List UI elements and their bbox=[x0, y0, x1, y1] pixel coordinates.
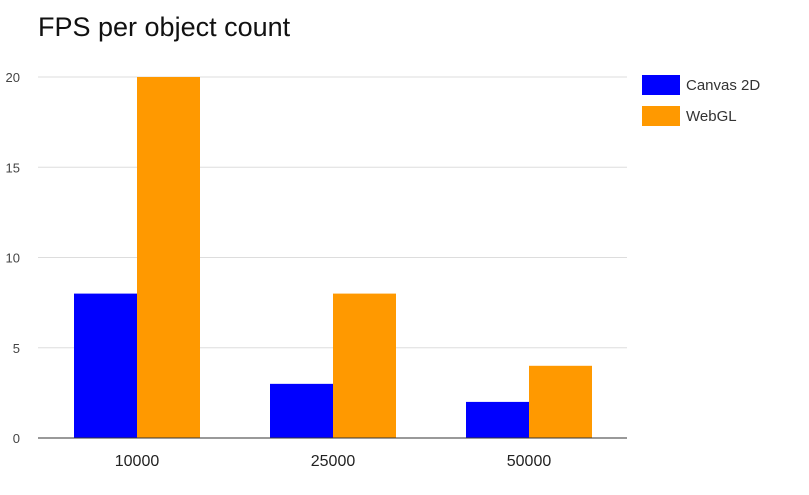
legend-label: WebGL bbox=[686, 108, 737, 125]
y-tick-label: 15 bbox=[6, 160, 20, 175]
y-tick-label: 10 bbox=[6, 251, 20, 266]
y-tick-label: 0 bbox=[13, 431, 20, 446]
legend-label: Canvas 2D bbox=[686, 77, 760, 94]
legend-swatch bbox=[642, 75, 680, 95]
x-tick-label: 25000 bbox=[311, 453, 356, 470]
x-axis-ticks: 10000 25000 50000 bbox=[115, 453, 552, 470]
x-tick-label: 50000 bbox=[507, 453, 552, 470]
bar-webgl-10000 bbox=[137, 77, 200, 438]
legend: Canvas 2D WebGL bbox=[642, 75, 760, 126]
legend-swatch bbox=[642, 106, 680, 126]
bar-canvas-2d-25000 bbox=[270, 383, 333, 438]
bar-canvas-2d-50000 bbox=[466, 401, 529, 438]
bar-canvas-2d-10000 bbox=[74, 293, 137, 438]
chart-title: FPS per object count bbox=[38, 12, 291, 42]
bars bbox=[74, 77, 592, 438]
bar-webgl-50000 bbox=[529, 365, 592, 438]
bar-webgl-25000 bbox=[333, 293, 396, 438]
x-tick-label: 10000 bbox=[115, 453, 160, 470]
y-axis-ticks: 0 5 10 15 20 bbox=[6, 70, 20, 446]
y-tick-label: 20 bbox=[6, 70, 20, 85]
y-tick-label: 5 bbox=[13, 341, 20, 356]
